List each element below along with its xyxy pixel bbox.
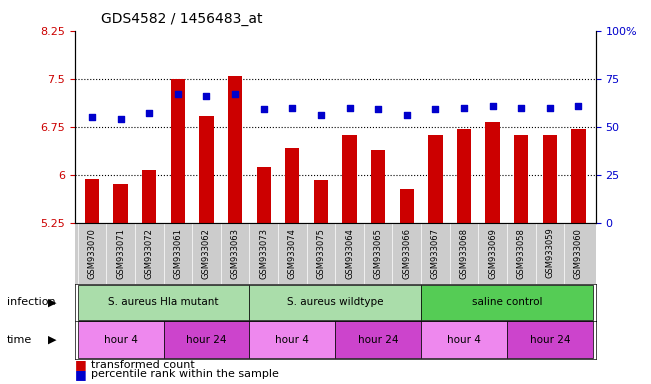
Point (344, 104, 355, 111)
Point (402, 112, 412, 118)
Text: GSM933074: GSM933074 (288, 228, 297, 278)
Point (316, 112, 326, 118)
Point (516, 104, 527, 111)
Text: GSM933073: GSM933073 (259, 228, 268, 279)
Text: GSM933059: GSM933059 (546, 228, 555, 278)
Bar (400, 189, 414, 223)
Text: GSM933060: GSM933060 (574, 228, 583, 278)
Bar (371, 151, 385, 223)
Bar (486, 122, 500, 223)
Point (287, 104, 298, 111)
Point (201, 93, 212, 99)
Text: GSM933075: GSM933075 (316, 228, 326, 278)
Text: hour 4: hour 4 (104, 335, 137, 345)
Bar (514, 135, 529, 223)
Bar (421, 321, 507, 358)
Text: percentile rank within the sample: percentile rank within the sample (91, 369, 279, 379)
Text: ■: ■ (75, 358, 90, 371)
Point (373, 106, 383, 113)
Bar (249, 285, 421, 320)
Bar (428, 135, 443, 223)
Point (459, 104, 469, 111)
Text: GSM933063: GSM933063 (230, 228, 240, 279)
Bar (285, 148, 299, 223)
Text: GSM933061: GSM933061 (173, 228, 182, 278)
Bar (77, 321, 163, 358)
Text: GSM933065: GSM933065 (374, 228, 383, 278)
Point (173, 91, 183, 97)
Point (574, 103, 584, 109)
Text: GSM933064: GSM933064 (345, 228, 354, 278)
Text: S. aureus wildtype: S. aureus wildtype (287, 297, 383, 308)
Bar (335, 321, 421, 358)
Text: GSM933062: GSM933062 (202, 228, 211, 278)
Bar (142, 170, 156, 223)
Point (115, 116, 126, 122)
Text: GSM933066: GSM933066 (402, 228, 411, 279)
Bar (572, 129, 586, 223)
Point (230, 91, 240, 97)
Text: GSM933068: GSM933068 (460, 228, 469, 279)
Point (144, 110, 154, 116)
Text: GSM933069: GSM933069 (488, 228, 497, 278)
Text: GSM933067: GSM933067 (431, 228, 440, 279)
Text: transformed count: transformed count (91, 360, 195, 370)
Bar (113, 184, 128, 223)
Bar (77, 285, 249, 320)
Text: GDS4582 / 1456483_at: GDS4582 / 1456483_at (101, 12, 262, 25)
Text: ▶: ▶ (48, 335, 57, 345)
Text: hour 24: hour 24 (530, 335, 570, 345)
Text: hour 4: hour 4 (447, 335, 481, 345)
Bar (163, 321, 249, 358)
Bar (249, 321, 335, 358)
Bar (507, 321, 593, 358)
Text: hour 4: hour 4 (275, 335, 309, 345)
Point (87, 114, 97, 120)
Text: S. aureus Hla mutant: S. aureus Hla mutant (108, 297, 219, 308)
Bar (199, 116, 214, 223)
Point (258, 106, 269, 113)
Text: GSM933070: GSM933070 (87, 228, 96, 278)
Text: GSM933072: GSM933072 (145, 228, 154, 278)
Text: saline control: saline control (472, 297, 542, 308)
Bar (457, 129, 471, 223)
Point (545, 104, 555, 111)
Bar (256, 167, 271, 223)
Text: GSM933071: GSM933071 (116, 228, 125, 278)
Text: GSM933058: GSM933058 (517, 228, 526, 278)
Bar (543, 135, 557, 223)
Bar (85, 179, 99, 223)
Text: infection: infection (7, 297, 55, 308)
Point (430, 106, 441, 113)
Text: ■: ■ (75, 368, 90, 381)
Text: hour 24: hour 24 (358, 335, 398, 345)
Bar (314, 180, 328, 223)
Bar (171, 79, 185, 223)
Bar (342, 135, 357, 223)
Bar (228, 76, 242, 223)
Point (488, 103, 498, 109)
Bar (421, 285, 593, 320)
Text: ▶: ▶ (48, 297, 57, 308)
Text: hour 24: hour 24 (186, 335, 227, 345)
Text: time: time (7, 335, 32, 345)
